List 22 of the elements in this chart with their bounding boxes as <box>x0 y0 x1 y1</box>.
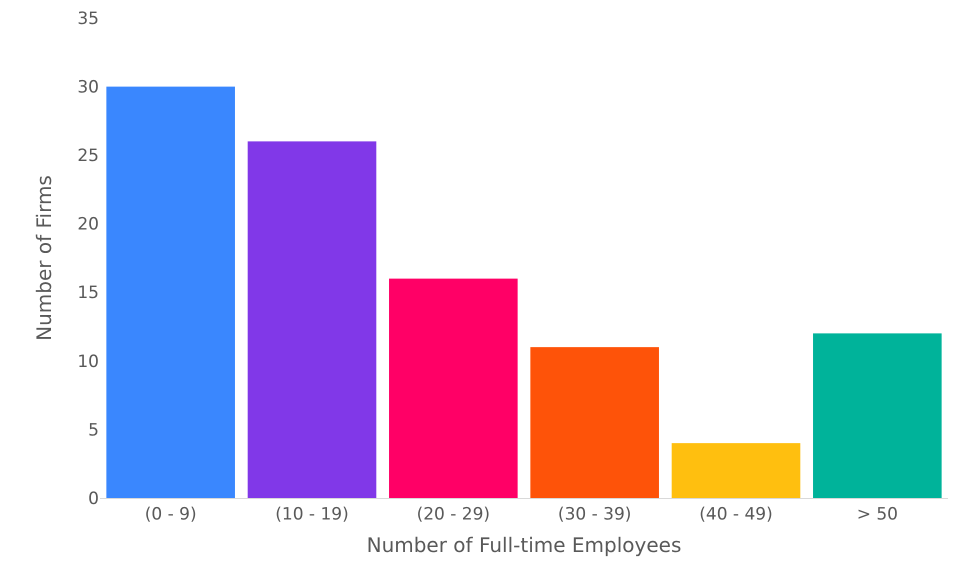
bar <box>248 141 376 498</box>
y-tick-label: 20 <box>77 214 99 235</box>
x-axis-title: Number of Full-time Employees <box>366 532 682 557</box>
x-tick-label: (10 - 19) <box>275 504 349 524</box>
x-tick-label: (40 - 49) <box>699 504 773 524</box>
y-tick-label: 5 <box>88 420 99 440</box>
y-tick-label: 0 <box>88 488 99 509</box>
x-tick-label: (20 - 29) <box>416 504 490 524</box>
x-tick-label: (30 - 39) <box>558 504 632 524</box>
bar <box>530 347 659 498</box>
y-tick-label: 15 <box>77 283 99 304</box>
y-tick-label: 25 <box>77 146 99 166</box>
x-tick-label: (0 - 9) <box>144 504 197 524</box>
bar <box>672 443 800 498</box>
bar <box>813 333 942 498</box>
bar <box>389 278 518 498</box>
y-tick-label: 10 <box>77 352 99 372</box>
x-tick-label: > 50 <box>856 504 898 524</box>
y-tick-label: 30 <box>77 78 99 98</box>
y-tick-label: 35 <box>77 8 99 29</box>
bar <box>106 86 235 498</box>
y-axis-title: Number of Firms <box>32 175 56 341</box>
